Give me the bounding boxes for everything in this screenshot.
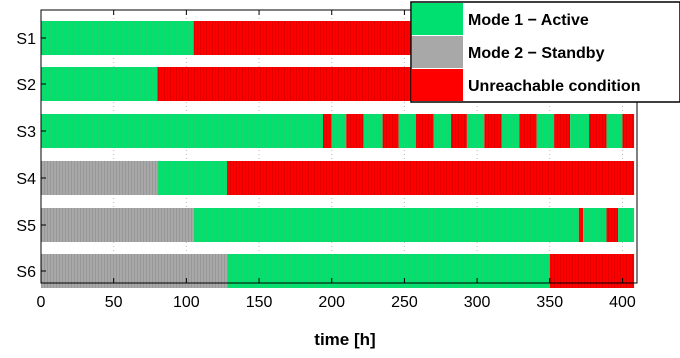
segment-s5-unreachable	[578, 208, 584, 242]
legend-swatch-unreachable	[412, 69, 463, 101]
plot-frame	[40, 9, 638, 284]
row-label-s2: S2	[16, 77, 36, 94]
segment-s5-active	[583, 208, 607, 242]
segment-s6-unreachable	[549, 254, 635, 288]
segment-s3-unreachable	[519, 114, 537, 148]
segment-s3-unreachable	[346, 114, 364, 148]
segment-s3-unreachable	[323, 114, 332, 148]
segment-s3-active	[363, 114, 383, 148]
legend-swatch-standby	[412, 36, 463, 68]
x-tick-label: 350	[536, 294, 563, 311]
segment-s3-unreachable	[416, 114, 434, 148]
row-label-s3: S3	[16, 124, 36, 141]
segment-s3-unreachable	[589, 114, 607, 148]
segment-s5-active	[193, 208, 579, 242]
row-label-s4: S4	[16, 171, 36, 188]
segment-s5-unreachable	[606, 208, 619, 242]
x-tick-label: 50	[105, 294, 123, 311]
segment-s3-active	[501, 114, 520, 148]
segment-s3-active	[536, 114, 555, 148]
segment-s3-unreachable	[554, 114, 571, 148]
legend-swatch-active	[412, 3, 463, 35]
segment-s3-active	[398, 114, 417, 148]
legend: Mode 1 − Active Mode 2 − Standby Unreachab…	[410, 1, 680, 103]
segment-s3-active	[570, 114, 590, 148]
row-label-s5: S5	[16, 218, 36, 235]
segment-s3-active	[41, 114, 324, 148]
x-tick-label: 200	[318, 294, 345, 311]
segment-s6-active	[227, 254, 550, 288]
x-tick-label: 300	[464, 294, 491, 311]
segment-s3-active	[433, 114, 451, 148]
segment-s3-unreachable	[450, 114, 467, 148]
x-tick-label: 100	[173, 294, 200, 311]
segment-s3-active	[466, 114, 485, 148]
segment-s3-active	[331, 114, 347, 148]
x-tick-label: 400	[609, 294, 636, 311]
segment-s3-unreachable	[382, 114, 399, 148]
x-axis-label: time [h]	[314, 330, 375, 349]
segment-s1-active	[41, 21, 194, 55]
x-tick-label: 0	[37, 294, 46, 311]
plot-border	[40, 9, 638, 284]
segment-s6-standby	[41, 254, 228, 288]
segment-s5-standby	[41, 208, 194, 242]
x-tick-label: 250	[391, 294, 418, 311]
legend-label-standby: Mode 2 − Standby	[468, 45, 605, 62]
legend-label-unreachable: Unreachable condition	[468, 78, 640, 95]
row-label-s6: S6	[16, 264, 36, 281]
x-tick-label: 150	[246, 294, 273, 311]
legend-label-active: Mode 1 − Active	[468, 12, 589, 29]
segment-s4-unreachable	[227, 161, 635, 195]
segment-s4-active	[157, 161, 228, 195]
segment-s3-active	[606, 114, 623, 148]
segment-s5-active	[618, 208, 635, 242]
x-axis: 0 50 100 150 200 250 300 350 400	[37, 10, 636, 311]
segment-s3-unreachable	[484, 114, 502, 148]
segment-s2-active	[41, 67, 158, 101]
row-label-s1: S1	[16, 31, 36, 48]
segment-s4-standby	[41, 161, 158, 195]
segment-s3-unreachable	[622, 114, 635, 148]
row-labels: S1 S2 S3 S4 S5 S6	[16, 31, 46, 281]
